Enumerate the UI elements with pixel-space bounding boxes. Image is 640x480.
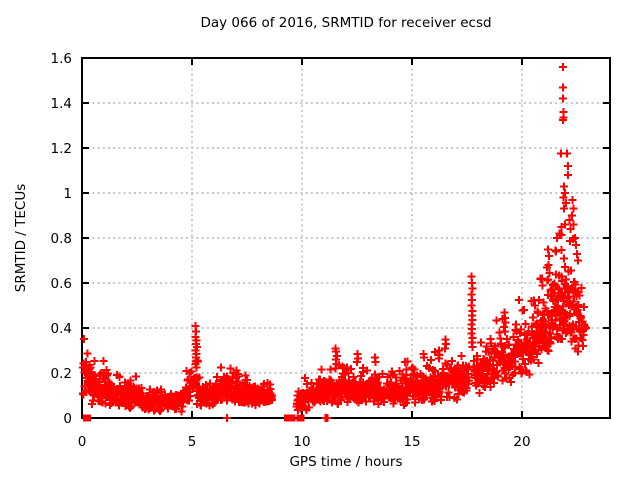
y-tick-label: 0.4 [51,321,72,337]
scatter-plus-markers [79,63,590,422]
x-axis-label: GPS time / hours [289,454,402,470]
zero-value-square-marker [83,414,91,422]
y-tick-label: 1.2 [51,141,72,157]
x-tick-label: 10 [293,434,310,450]
y-tick-label: 1 [63,186,72,202]
y-axis-label: SRMTID / TECUs [13,184,29,292]
y-tick-label: 0.6 [51,276,72,292]
y-tick-label: 0 [63,411,72,427]
axes: 0 5 10 15 20 0 0.2 0.4 0.6 0.8 1 1.2 1.4 1.6 [51,51,611,450]
y-tick-label: 1.6 [51,51,72,67]
x-tick-label: 15 [403,434,420,450]
zero-value-square-marker [296,414,305,422]
x-tick-label: 20 [513,434,530,450]
x-tick-label: 5 [188,434,197,450]
y-tick-label: 0.8 [51,231,72,247]
y-tick-label: 0.2 [51,366,72,382]
data-points [79,63,590,422]
chart-title: Day 066 of 2016, SRMTID for receiver ecs… [200,15,491,31]
zero-value-square-marker [289,414,296,422]
x-tick-label: 0 [78,434,87,450]
zero-value-square-marker [284,414,292,422]
y-tick-label: 1.4 [51,96,72,112]
